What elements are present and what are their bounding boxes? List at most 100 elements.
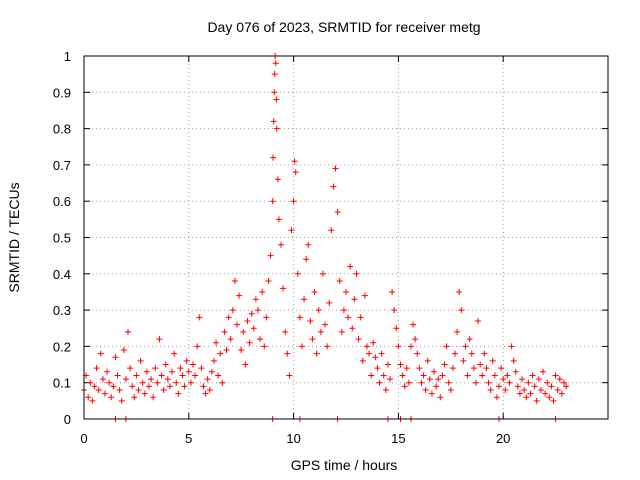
data-point (357, 314, 364, 321)
y-tick-label: 0.1 (53, 376, 71, 391)
data-point (496, 383, 503, 390)
data-point (525, 379, 532, 386)
data-point (397, 361, 404, 368)
data-point (234, 321, 241, 328)
y-tick-label: 0 (64, 412, 71, 427)
data-point (414, 350, 421, 357)
data-point (162, 361, 169, 368)
data-point (158, 372, 165, 379)
data-point (552, 372, 559, 379)
data-point (546, 394, 553, 401)
data-point (500, 376, 507, 383)
data-point (143, 368, 150, 375)
y-tick-label: 0.3 (53, 303, 71, 318)
data-point (516, 390, 523, 397)
data-point (531, 383, 538, 390)
data-point (401, 383, 408, 390)
grid-lines (84, 56, 608, 419)
y-axis-title: SRMTID / TECUs (6, 182, 22, 292)
data-point (466, 336, 473, 343)
data-point (257, 336, 264, 343)
data-point (227, 336, 234, 343)
data-point (120, 347, 127, 354)
data-point (326, 299, 333, 306)
data-point (389, 288, 396, 295)
data-point (288, 227, 295, 234)
data-point (131, 394, 138, 401)
data-point (493, 394, 500, 401)
data-point (355, 336, 362, 343)
data-point (343, 288, 349, 295)
data-point (270, 118, 277, 125)
data-point (504, 372, 511, 379)
data-point (206, 386, 213, 393)
data-point (145, 383, 152, 390)
data-point (303, 256, 310, 263)
data-point (95, 386, 102, 393)
data-point (133, 372, 140, 379)
data-point (187, 379, 194, 386)
data-point (510, 357, 517, 364)
data-point (311, 288, 318, 295)
data-point (271, 71, 278, 78)
data-point (89, 397, 96, 404)
data-point (274, 176, 281, 183)
data-point (179, 372, 186, 379)
data-point (332, 165, 339, 172)
data-point (127, 365, 134, 372)
data-point (330, 183, 337, 190)
data-point (141, 390, 148, 397)
data-point (177, 365, 184, 372)
data-point (171, 350, 178, 357)
data-point (225, 314, 232, 321)
data-point (118, 397, 125, 404)
data-point (154, 379, 161, 386)
data-point (236, 292, 243, 299)
data-point (284, 350, 291, 357)
data-point (542, 390, 549, 397)
data-points (81, 53, 570, 422)
data-point (221, 328, 228, 335)
data-point (445, 379, 452, 386)
data-point (347, 263, 354, 270)
data-point (129, 383, 136, 390)
data-point (483, 365, 490, 372)
data-point (361, 292, 368, 299)
data-point (340, 307, 347, 314)
data-point (374, 365, 381, 372)
data-point (550, 397, 557, 404)
data-point (410, 321, 417, 328)
y-tick-label: 0.4 (53, 267, 71, 282)
data-point (351, 296, 358, 303)
data-point (210, 357, 217, 364)
data-point (391, 307, 398, 314)
data-point (441, 361, 448, 368)
data-point (403, 365, 410, 372)
data-point (439, 372, 446, 379)
data-point (294, 270, 301, 277)
data-point (301, 296, 308, 303)
data-point (399, 372, 406, 379)
data-point (280, 285, 287, 292)
data-point (384, 361, 391, 368)
y-tick-label: 0.2 (53, 339, 71, 354)
data-point (387, 376, 394, 383)
data-point (85, 394, 92, 401)
data-point (97, 350, 104, 357)
data-point (560, 379, 567, 386)
data-point (240, 328, 247, 335)
data-point (110, 383, 117, 390)
data-point (456, 288, 463, 295)
data-point (447, 386, 454, 393)
data-point (215, 372, 222, 379)
data-point (319, 270, 326, 277)
x-tick-label: 15 (391, 431, 405, 446)
data-point (491, 372, 498, 379)
data-point (185, 368, 192, 375)
data-point (433, 383, 440, 390)
data-point (338, 328, 345, 335)
data-point (527, 390, 534, 397)
data-point (485, 379, 492, 386)
data-point (307, 317, 314, 324)
data-point (458, 307, 465, 314)
